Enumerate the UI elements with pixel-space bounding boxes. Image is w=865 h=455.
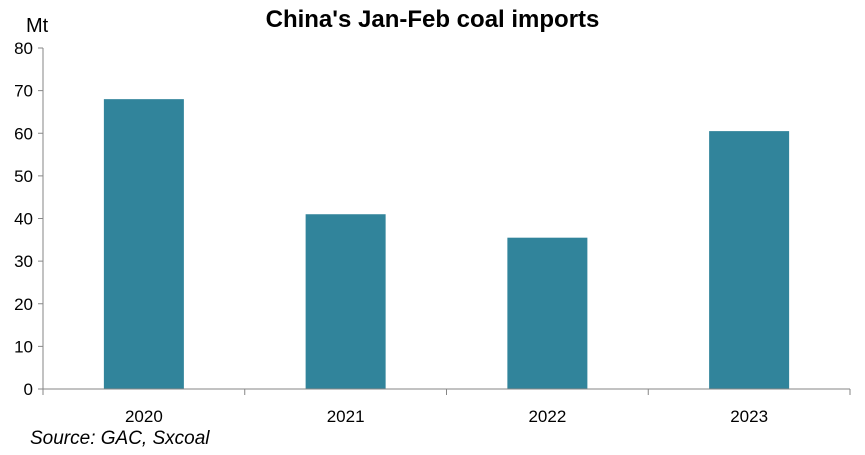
source-note: Source: GAC, Sxcoal xyxy=(30,428,210,449)
y-tick-label-70: 70 xyxy=(14,82,33,101)
y-tick-label-40: 40 xyxy=(14,210,33,229)
x-tick-label-2020: 2020 xyxy=(125,407,163,426)
bar-2023 xyxy=(709,131,790,389)
bar-2020 xyxy=(103,99,184,390)
bar-2022 xyxy=(507,237,588,389)
ticks-group: 0 10 20 30 40 50 60 70 80 2020 2021 2022 2023 xyxy=(14,39,768,426)
x-tick-label-2021: 2021 xyxy=(327,407,365,426)
x-tick-label-2022: 2022 xyxy=(528,407,566,426)
axes-group xyxy=(38,47,851,395)
y-tick-label-10: 10 xyxy=(14,337,33,356)
chart-title: China's Jan-Feb coal imports xyxy=(265,6,600,33)
y-tick-label-30: 30 xyxy=(14,252,33,271)
y-tick-label-20: 20 xyxy=(14,295,33,314)
y-tick-label-50: 50 xyxy=(14,167,33,186)
y-tick-label-60: 60 xyxy=(14,124,33,143)
bar-2021 xyxy=(305,214,386,389)
bars-group xyxy=(103,99,790,390)
y-tick-label-0: 0 xyxy=(24,380,33,399)
y-axis-unit-label: Mt xyxy=(26,15,49,37)
x-tick-label-2023: 2023 xyxy=(730,407,768,426)
y-tick-label-80: 80 xyxy=(14,39,33,58)
